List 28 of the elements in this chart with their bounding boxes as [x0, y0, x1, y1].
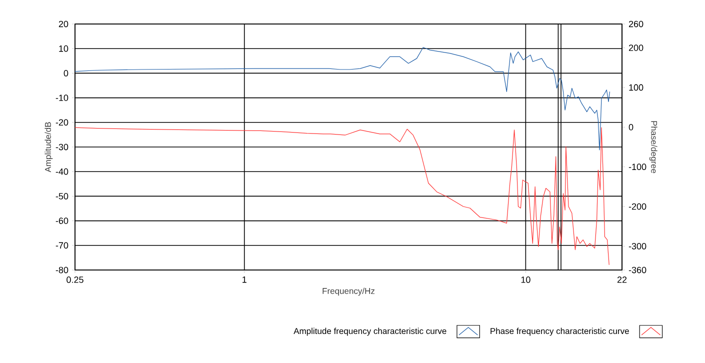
y2-tick-label: 100: [629, 84, 644, 91]
y-tick-label: -60: [56, 218, 68, 224]
y2-tick-label: -300: [628, 243, 646, 250]
y2-tick-label: -200: [628, 203, 646, 210]
y-tick-label: -20: [56, 119, 68, 126]
legend-label: Phase frequency characteristic curve: [490, 328, 629, 336]
y2-tick-label: 260: [628, 20, 644, 28]
y-axis-title: Amplitude/dB: [44, 122, 53, 172]
x-tick-label: 0.25: [66, 276, 84, 283]
x-tick-label: 22: [617, 276, 627, 283]
y-tick-label: -80: [56, 266, 68, 274]
y-tick-label: -40: [56, 168, 68, 175]
x-tick-label: 10: [521, 276, 530, 283]
y-tick-label: 20: [58, 20, 68, 28]
y2-tick-label: 0: [628, 124, 634, 130]
y2-tick-label: 200: [628, 44, 644, 51]
y-tick-label: -10: [56, 94, 68, 101]
y-tick-label: -30: [56, 144, 68, 150]
y2-tick-label: -360: [628, 266, 646, 274]
y-tick-label: -50: [56, 193, 68, 200]
x-axis-title: Frequency/Hz: [322, 288, 375, 296]
x-tick-label: 1: [242, 276, 246, 283]
y-tick-label: 0: [64, 70, 68, 76]
y-tick-label: -70: [56, 242, 68, 249]
y2-tick-label: -100: [628, 164, 646, 170]
y2-axis-title: Phase/degree: [649, 121, 658, 174]
y-tick-label: 10: [59, 45, 68, 52]
legend-label: Amplitude frequency characteristic curve: [294, 328, 446, 336]
